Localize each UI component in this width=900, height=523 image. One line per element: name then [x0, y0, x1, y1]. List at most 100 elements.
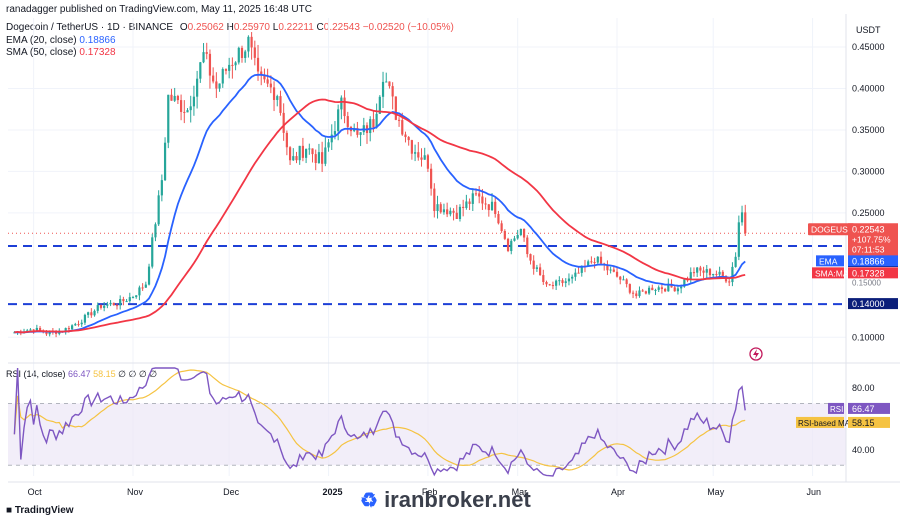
- candle: [77, 320, 80, 327]
- candle-body: [516, 234, 519, 239]
- candle-body: [314, 154, 317, 163]
- candle-body: [625, 279, 628, 285]
- candle-body: [103, 305, 106, 308]
- tag-sma-value: 0.17328: [852, 268, 885, 278]
- ema-legend-label: EMA (20, close): [6, 35, 77, 46]
- ema-legend[interactable]: EMA (20, close) 0.18866: [6, 35, 116, 46]
- candle: [208, 49, 212, 89]
- candle-body: [535, 267, 538, 269]
- candle-body: [413, 152, 417, 154]
- candle: [558, 276, 561, 286]
- rsi-legend[interactable]: RSI (14, close) 66.47 58.15 ∅ ∅ ∅ ∅: [6, 369, 157, 380]
- rsi-legend-title: RSI (14, close): [6, 369, 66, 379]
- candle-body: [74, 324, 77, 326]
- candle-body: [551, 285, 555, 287]
- candle-body: [465, 201, 468, 208]
- candle: [631, 290, 635, 299]
- candle-body: [272, 87, 276, 100]
- candle: [641, 288, 644, 292]
- candle-body: [513, 238, 516, 241]
- candle-body: [128, 297, 131, 302]
- sma-50-line: [14, 98, 746, 334]
- candle: [689, 267, 692, 285]
- candle-body: [189, 106, 192, 111]
- candle-body: [340, 97, 343, 110]
- candle-body: [356, 128, 359, 135]
- candle-body: [510, 240, 513, 251]
- candle-body: [378, 96, 381, 114]
- tag-ema-label-bg: [816, 255, 844, 267]
- candle-body: [308, 148, 311, 150]
- price-tick-1: 0.40000: [852, 83, 885, 93]
- sma-legend-value: 0.17328: [79, 47, 116, 58]
- candle-body: [99, 305, 103, 308]
- candle: [240, 45, 244, 63]
- candle-body: [266, 79, 269, 84]
- candle: [125, 298, 128, 303]
- candle: [625, 278, 628, 288]
- candle: [529, 253, 532, 265]
- candle-body: [196, 78, 199, 97]
- candle-body: [590, 261, 593, 263]
- tv-logo[interactable]: ■ TradingView: [6, 505, 74, 516]
- candle-body: [433, 188, 436, 212]
- candle-body: [452, 210, 455, 213]
- candle-body: [221, 69, 224, 84]
- month-tick-5: Mar: [512, 487, 528, 497]
- candle-body: [218, 83, 221, 89]
- candle: [712, 273, 715, 278]
- candle-body: [29, 329, 32, 331]
- candle-body: [122, 299, 125, 302]
- candle: [513, 235, 516, 242]
- candle-body: [125, 301, 128, 303]
- candle: [539, 263, 542, 276]
- candle-body: [571, 276, 574, 279]
- candle: [119, 295, 122, 310]
- candle-body: [641, 290, 644, 292]
- candle: [478, 186, 481, 204]
- candle-body: [372, 119, 375, 128]
- sma-legend[interactable]: SMA (50, close) 0.17328: [6, 47, 116, 58]
- candle-body: [234, 62, 237, 66]
- candle: [728, 277, 731, 286]
- candle: [430, 163, 433, 196]
- candle-body: [490, 201, 494, 211]
- candle: [391, 82, 394, 110]
- candle-body: [160, 180, 163, 196]
- candle-body: [647, 287, 651, 294]
- candle: [276, 94, 279, 107]
- candle-body: [247, 36, 250, 52]
- candle: [157, 190, 160, 226]
- candle-body: [446, 209, 449, 215]
- candle-body: [539, 267, 542, 276]
- candle: [644, 290, 647, 295]
- candle-body: [199, 62, 202, 79]
- candle: [359, 132, 362, 147]
- candle-body: [529, 254, 532, 261]
- candle: [487, 203, 490, 217]
- candle-body: [619, 276, 622, 280]
- candle-body: [462, 206, 465, 208]
- candle-body: [494, 201, 497, 215]
- candle: [555, 279, 558, 291]
- candle: [593, 257, 596, 269]
- rsi-legend-value: 66.47: [68, 369, 91, 379]
- candle-body: [455, 212, 458, 219]
- tag-last-price-bg: [848, 223, 898, 258]
- candle: [96, 302, 99, 314]
- candle-body: [154, 224, 157, 238]
- candle: [471, 188, 474, 211]
- candle: [260, 66, 263, 86]
- candle: [199, 61, 202, 83]
- levels: [8, 232, 846, 306]
- symbol-line[interactable]: Dogecoin / TetherUS · 1D · BINANCE O0.25…: [6, 22, 454, 33]
- candle-body: [141, 287, 144, 289]
- candle: [324, 137, 327, 167]
- candle-body: [734, 256, 737, 267]
- candle-body: [615, 271, 619, 277]
- candle: [446, 202, 449, 218]
- candle: [170, 88, 173, 101]
- candle-body: [215, 81, 218, 89]
- candle-body: [96, 305, 99, 311]
